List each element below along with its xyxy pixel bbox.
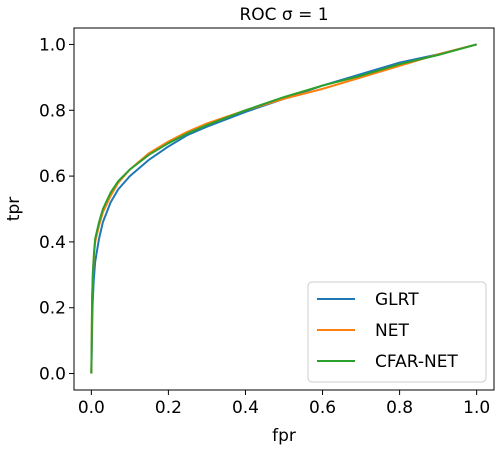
y-tick-label: 0.4 — [39, 233, 66, 253]
plot-area — [90, 43, 477, 374]
legend-box — [307, 281, 487, 383]
x-tick-label: 0.2 — [155, 398, 182, 418]
x-tick-label: 0.4 — [232, 398, 259, 418]
y-tick-label: 1.0 — [39, 35, 66, 55]
y-axis-ticks: 0.0 0.2 0.4 0.6 0.8 1.0 — [39, 35, 74, 385]
x-axis-ticks: 0.0 0.2 0.4 0.6 0.8 1.0 — [78, 390, 490, 418]
legend: GLRT NET CFAR-NET — [307, 281, 487, 383]
y-tick-label: 0.0 — [39, 365, 66, 385]
series-line-2 — [90, 43, 477, 374]
legend-label-0: GLRT — [375, 290, 419, 310]
plot-frame — [73, 27, 495, 391]
chart-title: ROC σ = 1 — [239, 5, 328, 25]
y-tick-label: 0.2 — [39, 299, 66, 319]
legend-label-1: NET — [375, 321, 409, 341]
legend-label-2: CFAR-NET — [375, 352, 458, 372]
y-tick-label: 0.6 — [39, 167, 66, 187]
x-axis-label: fpr — [272, 426, 296, 446]
y-axis-label: tpr — [4, 197, 24, 221]
series-line-0 — [90, 43, 477, 374]
x-tick-label: 1.0 — [463, 398, 490, 418]
y-tick-label: 0.8 — [39, 101, 66, 121]
x-tick-label: 0.6 — [309, 398, 336, 418]
x-tick-label: 0.0 — [78, 398, 105, 418]
x-tick-label: 0.8 — [386, 398, 413, 418]
